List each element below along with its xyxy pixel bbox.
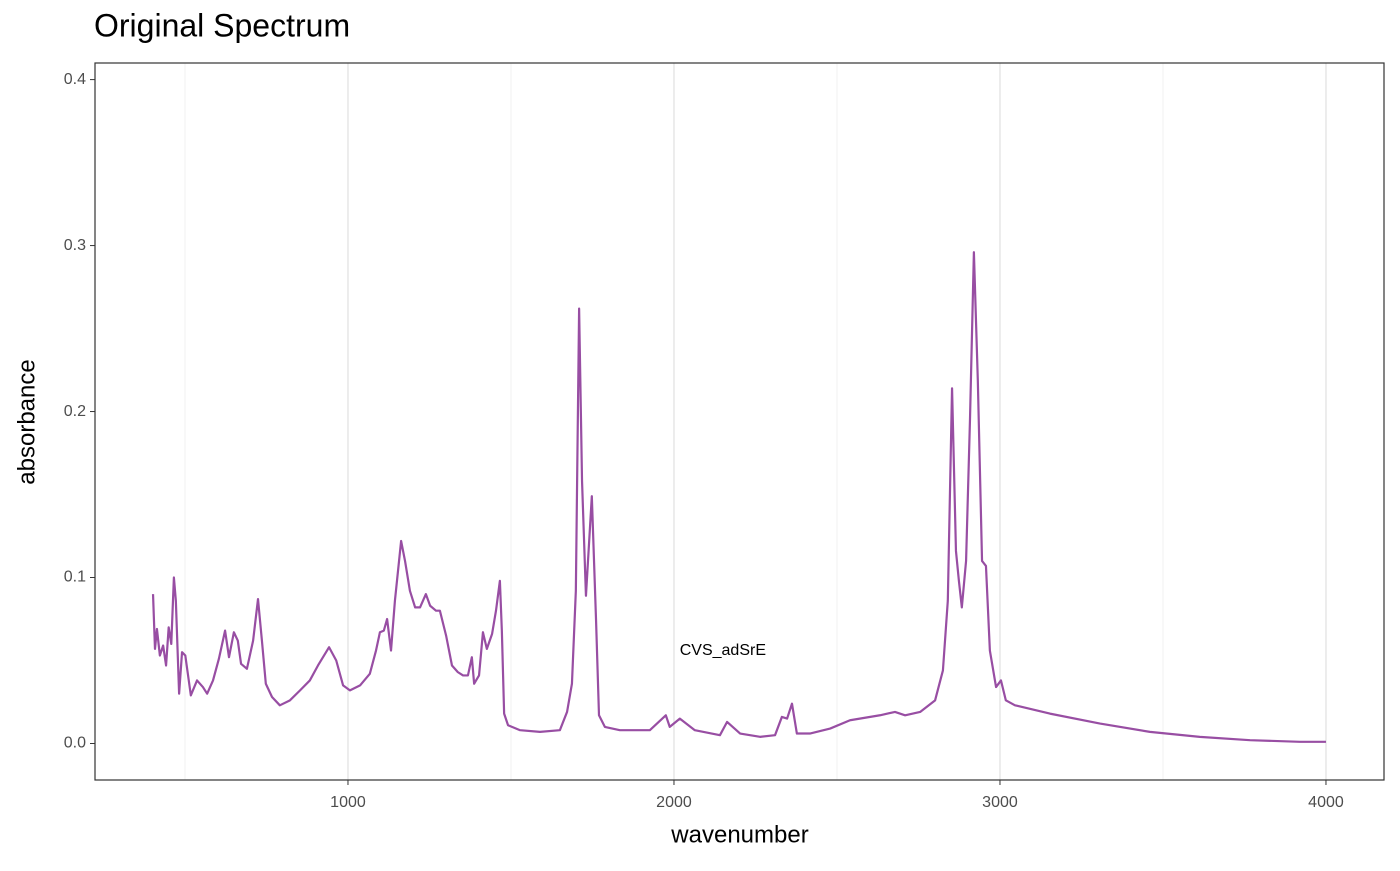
x-tick-label: 2000 [656, 794, 692, 811]
x-tick-label: 1000 [330, 794, 366, 811]
plot-border [94, 62, 1385, 781]
annotation: CVS_adSrE [680, 642, 766, 659]
x-tick-label: 3000 [982, 794, 1018, 811]
y-axis-title: absorbance [13, 359, 40, 484]
y-tick-label: 0.1 [64, 569, 86, 586]
y-tick-label: 0.4 [64, 71, 86, 88]
plot-panel [95, 63, 1384, 780]
y-tick-label: 0.0 [64, 735, 86, 752]
spectrum-line [151, 251, 1326, 743]
x-tick-label: 4000 [1308, 794, 1344, 811]
y-tick-label: 0.3 [64, 237, 86, 254]
x-axis-title: wavenumber [670, 821, 808, 848]
chart-title: Original Spectrum [94, 7, 350, 43]
y-tick-label: 0.2 [64, 403, 86, 420]
